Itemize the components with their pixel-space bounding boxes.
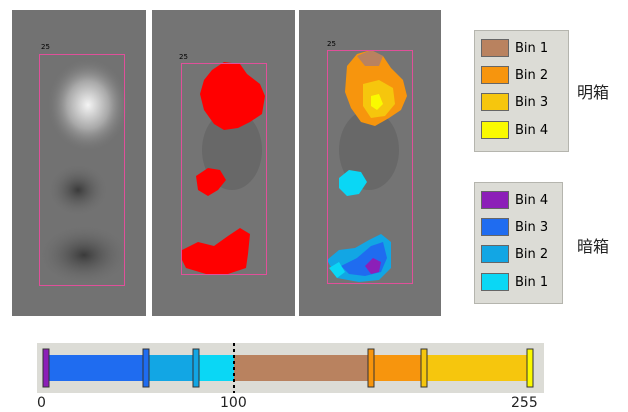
scale-segment-gold — [424, 355, 530, 381]
bright-box-label: 明箱 — [577, 83, 610, 102]
legend-row-bin-1: Bin 1 — [481, 271, 548, 293]
color-swatch — [481, 66, 509, 84]
legend-row-bin-2: Bin 2 — [481, 64, 548, 86]
scale-segment-orange — [371, 355, 424, 381]
color-swatch — [481, 39, 509, 57]
bin-overlay-image — [299, 10, 441, 316]
image-panel-bin-overlay: 25 — [299, 10, 441, 316]
tick-label-max: 255 — [511, 395, 538, 411]
scale-segment-cyan-mid — [146, 355, 196, 381]
bin-label: Bin 1 — [515, 40, 549, 56]
legend-row-bin-4: Bin 4 — [481, 119, 548, 141]
image-panel-red-overlay: 25 — [152, 10, 295, 316]
legend-row-bin-3: Bin 3 — [481, 216, 548, 238]
bin-label: Bin 3 — [515, 94, 549, 110]
roi-rectangle[interactable] — [181, 63, 267, 275]
bin-label: Bin 3 — [515, 219, 549, 235]
color-swatch — [481, 121, 509, 139]
threshold-scale — [42, 343, 534, 393]
scale-handle-orange[interactable] — [367, 348, 375, 388]
scale-segment-brown — [234, 355, 371, 381]
legend-dark-box: Bin 4 Bin 3 Bin 2 Bin 1 — [474, 182, 563, 304]
scale-handle-cyan[interactable] — [192, 348, 200, 388]
color-swatch — [481, 191, 509, 209]
bin-label: Bin 1 — [515, 274, 549, 290]
bin-label: Bin 2 — [515, 246, 549, 262]
legend-bright-box: Bin 1 Bin 2 Bin 3 Bin 4 — [474, 30, 569, 152]
color-swatch — [481, 93, 509, 111]
roi-label: 25 — [41, 43, 50, 51]
dark-box-label: 暗箱 — [577, 237, 610, 256]
grayscale-image — [12, 10, 146, 316]
color-swatch — [481, 273, 509, 291]
tick-label-min: 0 — [37, 395, 46, 411]
scale-handle-blue[interactable] — [142, 348, 150, 388]
red-overlay-image — [152, 10, 295, 316]
scale-handle-purple[interactable] — [42, 348, 50, 388]
bin-label: Bin 4 — [515, 122, 549, 138]
scale-handle-gold[interactable] — [420, 348, 428, 388]
roi-rectangle[interactable] — [327, 50, 413, 284]
roi-label: 25 — [179, 53, 188, 61]
tick-label-threshold: 100 — [220, 395, 247, 411]
legend-row-bin-1: Bin 1 — [481, 37, 548, 59]
scale-segment-cyan — [196, 355, 234, 381]
color-swatch — [481, 245, 509, 263]
scale-handle-yellow[interactable] — [526, 348, 534, 388]
color-swatch — [481, 218, 509, 236]
roi-label: 25 — [327, 40, 336, 48]
bin-label: Bin 2 — [515, 67, 549, 83]
image-panel-grayscale: 25 — [12, 10, 146, 316]
legend-row-bin-3: Bin 3 — [481, 91, 548, 113]
legend-row-bin-4: Bin 4 — [481, 189, 548, 211]
legend-row-bin-2: Bin 2 — [481, 243, 548, 265]
scale-segment-blue — [46, 355, 146, 381]
bin-label: Bin 4 — [515, 192, 549, 208]
roi-rectangle[interactable] — [39, 54, 125, 286]
